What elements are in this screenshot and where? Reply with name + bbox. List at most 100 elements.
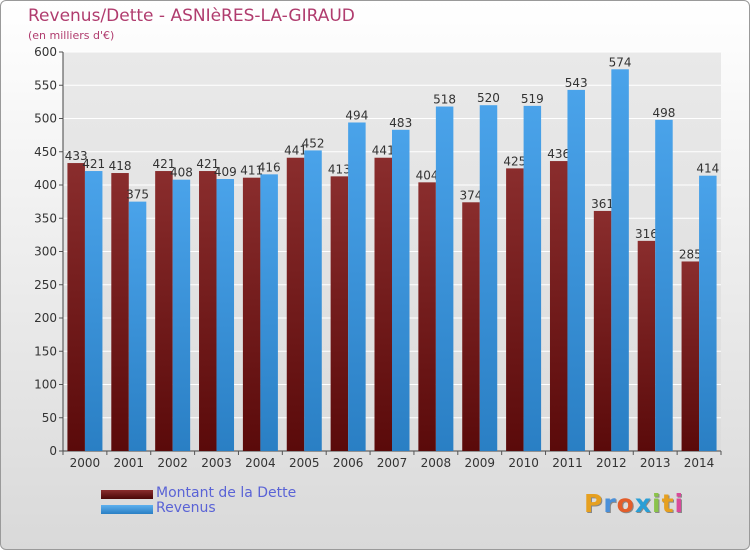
logo-letter: i [674,489,685,518]
x-tick-label: 2012 [596,456,627,470]
legend-swatch-revenus [101,505,153,514]
chart-title: Revenus/Dette - ASNIèRES-LA-GIRAUD [28,6,355,26]
y-tick-label: 350 [34,211,57,225]
x-tick-label: 2014 [684,456,715,470]
bar-revenus [260,174,278,452]
bar-revenus [479,105,498,451]
bar-revenus [392,129,410,451]
bar-dette [199,171,217,451]
bar-dette [681,261,700,451]
data-label-dette: 404 [416,168,439,182]
data-label-revenus: 498 [652,106,675,120]
data-label-revenus: 574 [609,55,632,69]
bar-dette [111,173,129,451]
y-tick-label: 0 [49,444,57,458]
data-label-revenus: 421 [82,157,105,171]
data-label-revenus: 519 [521,92,544,106]
x-tick-label: 2005 [289,456,320,470]
logo-letter: t [661,489,675,518]
y-tick-label: 100 [34,378,57,392]
y-tick-label: 200 [34,311,57,325]
y-tick-label: 50 [42,411,57,425]
legend-swatch-dette [101,490,153,499]
bar-dette [637,240,656,451]
data-label-dette: 413 [328,162,351,176]
data-label-dette: 316 [635,227,658,241]
data-label-revenus: 520 [477,91,500,105]
data-label-revenus: 543 [565,76,588,90]
bar-revenus [84,171,103,451]
data-label-dette: 285 [679,247,702,261]
data-label-revenus: 452 [302,136,325,150]
data-label-dette: 418 [109,159,132,173]
legend-label-revenus: Revenus [156,500,216,516]
bar-dette [286,157,305,452]
x-tick-label: 2006 [333,456,364,470]
data-label-revenus: 494 [345,108,368,122]
bar-revenus [567,89,585,451]
proxiti-logo: Proxiti [584,489,684,518]
x-tick-label: 2000 [70,456,101,470]
data-label-dette: 411 [240,164,263,178]
data-label-revenus: 409 [214,165,237,179]
bar-dette [67,163,85,451]
data-label-dette: 441 [372,144,395,158]
x-tick-label: 2009 [464,456,495,470]
logo-letter: x [634,489,652,518]
y-tick-label: 450 [34,145,57,159]
bar-dette [374,157,392,452]
x-tick-label: 2001 [114,456,145,470]
bar-dette [330,176,349,452]
x-tick-label: 2002 [157,456,188,470]
bar-revenus [172,179,191,451]
data-label-revenus: 483 [389,116,412,130]
data-label-dette: 421 [196,157,219,171]
x-tick-label: 2013 [640,456,671,470]
data-label-revenus: 518 [433,93,456,107]
bar-dette [593,210,612,451]
y-tick-label: 250 [34,278,57,292]
y-tick-label: 300 [34,245,57,259]
data-label-dette: 374 [460,188,483,202]
data-label-dette: 421 [152,157,175,171]
logo-letter: r [603,489,617,518]
data-label-dette: 425 [503,154,526,168]
data-label-revenus: 414 [696,162,719,176]
bar-revenus [611,69,629,451]
y-tick-label: 500 [34,112,57,126]
x-tick-label: 2004 [245,456,276,470]
data-label-dette: 436 [547,147,570,161]
data-label-revenus: 416 [258,160,281,174]
bar-dette [549,161,568,451]
data-label-revenus: 375 [126,188,149,202]
x-tick-label: 2007 [377,456,408,470]
data-label-revenus: 408 [170,166,193,180]
chart-subtitle: (en milliers d'€) [28,29,115,42]
logo-letter: o [616,489,635,518]
bar-revenus [348,122,366,452]
x-tick-label: 2011 [552,456,583,470]
bar-revenus [304,150,322,452]
bar-dette [462,202,480,451]
y-tick-label: 600 [34,45,57,59]
y-tick-label: 550 [34,78,57,92]
x-tick-label: 2010 [508,456,539,470]
bar-dette [506,168,524,451]
bar-revenus [655,119,673,451]
legend-label-dette: Montant de la Dette [156,485,297,501]
x-tick-label: 2003 [201,456,232,470]
bar-revenus [435,106,454,451]
bar-revenus [523,105,542,452]
x-tick-label: 2008 [421,456,452,470]
bar-revenus [128,201,147,451]
logo-letter: P [584,489,604,518]
data-label-dette: 441 [284,144,307,158]
data-label-dette: 361 [591,197,614,211]
bar-revenus [216,179,235,451]
y-tick-label: 150 [34,344,57,358]
data-label-dette: 433 [65,149,88,163]
bar-dette [242,177,261,451]
logo-letter: i [652,489,662,518]
